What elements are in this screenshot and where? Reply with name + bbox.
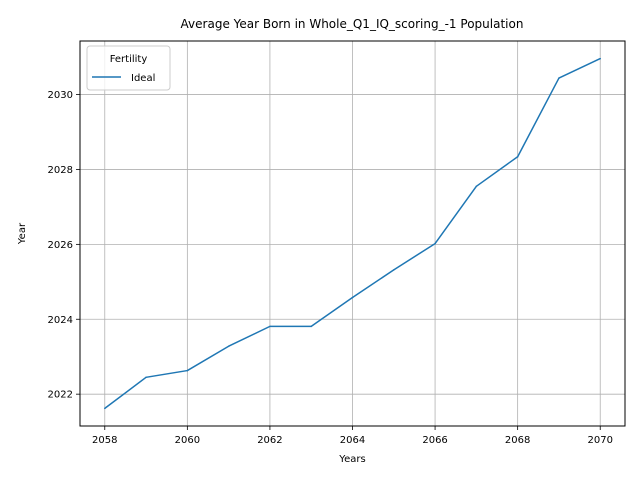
data-point: [475, 185, 478, 188]
x-tick-label: 2070: [588, 435, 613, 446]
data-point: [145, 376, 147, 379]
data-point: [310, 325, 312, 328]
data-point: [393, 269, 395, 271]
x-tick-label: 2068: [505, 435, 530, 446]
x-tick-label: 2064: [340, 435, 365, 446]
y-tick-label: 2028: [48, 165, 73, 176]
data-point: [599, 57, 601, 60]
data-point: [269, 325, 271, 328]
axis-ticks: 2058 2060 2062 2064 2066 2068 2070 2022 2024 2026…: [48, 90, 613, 446]
legend: Fertility Ideal: [86, 45, 171, 91]
data-point: [434, 242, 436, 245]
data-point: [104, 407, 106, 410]
x-tick-label: 2060: [175, 435, 200, 446]
data-point: [351, 296, 354, 299]
x-tick-label: 2066: [422, 435, 447, 446]
data-point: [227, 345, 230, 347]
x-axis-label: Years: [338, 454, 365, 465]
x-tick-label: 2058: [92, 435, 117, 446]
y-tick-label: 2022: [48, 390, 73, 401]
x-tick-label: 2062: [257, 435, 282, 446]
y-axis-label: Year: [17, 222, 28, 245]
y-tick-label: 2024: [48, 315, 73, 326]
y-tick-label: 2026: [48, 240, 73, 251]
data-point: [558, 77, 560, 79]
legend-label-ideal: Ideal: [131, 73, 155, 84]
y-tick-label: 2030: [48, 90, 73, 101]
grid: [80, 41, 625, 426]
legend-title: Fertility: [110, 54, 148, 65]
data-point: [186, 369, 189, 372]
data-point: [516, 155, 519, 158]
series: [104, 57, 601, 410]
legend-box: [86, 45, 171, 91]
chart-title: Average Year Born in Whole_Q1_IQ_scoring…: [181, 17, 524, 31]
